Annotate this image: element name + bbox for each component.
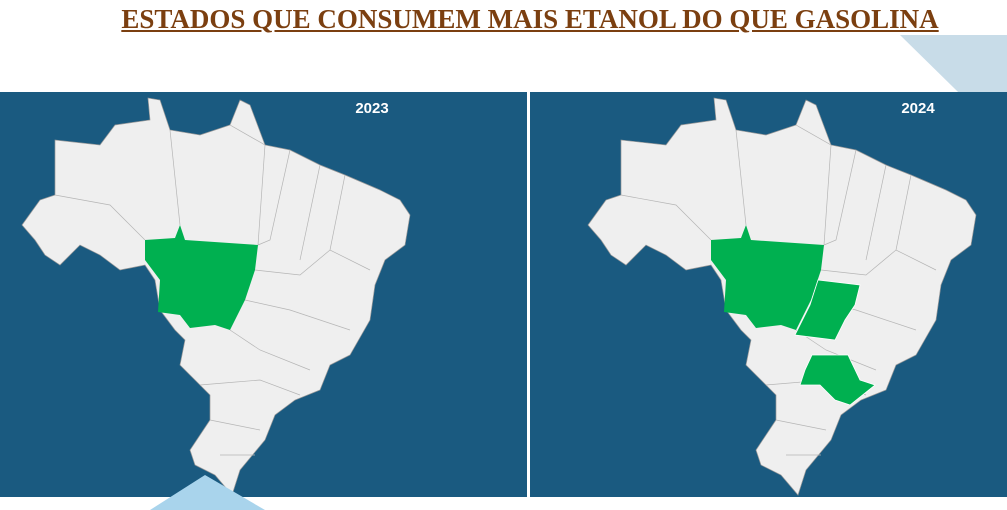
page-title: ESTADOS QUE CONSUMEM MAIS ETANOL DO QUE … bbox=[121, 4, 939, 34]
map-label: 2023 bbox=[355, 100, 388, 117]
highlight-state bbox=[799, 354, 876, 406]
highlight-state bbox=[794, 279, 861, 341]
map-2023: 2023 bbox=[21, 97, 411, 496]
decor-triangle bbox=[150, 475, 265, 510]
map-2024: 2024 bbox=[587, 97, 977, 496]
map-label: 2024 bbox=[901, 100, 935, 117]
